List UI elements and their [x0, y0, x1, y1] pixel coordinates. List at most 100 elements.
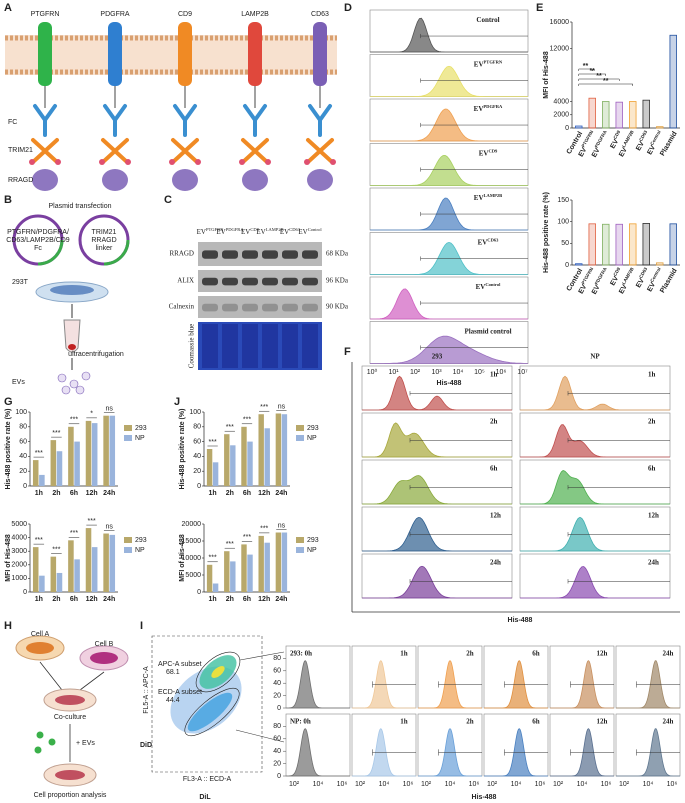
bar: [275, 413, 282, 486]
label: 1h: [35, 490, 43, 497]
label: MFI of His-488: [5, 534, 12, 582]
label: 1000: [11, 575, 27, 582]
bar: [91, 423, 98, 486]
label: 10⁶: [535, 781, 546, 788]
label: CD63: [311, 11, 329, 18]
legend-swatch: [296, 537, 304, 543]
label-base: Control: [476, 16, 499, 24]
label: ***: [243, 534, 251, 541]
bar: [629, 101, 637, 129]
label: 0: [197, 589, 201, 596]
label: 10²: [619, 781, 630, 788]
label: FL3-A :: ECD-A: [183, 776, 232, 783]
label-base: EV: [474, 105, 484, 113]
legend-swatch: [296, 425, 304, 431]
label: FC: [8, 119, 17, 126]
label: ***: [260, 404, 268, 411]
label: 10³: [431, 369, 442, 376]
band: [282, 277, 298, 286]
bar: [74, 441, 80, 486]
label: 80: [19, 424, 27, 431]
rragd: [172, 169, 198, 191]
label: His-488 positive rate (%): [543, 192, 550, 273]
bar: [575, 263, 583, 266]
membrane-protein: [248, 22, 262, 86]
label: 1h: [209, 490, 217, 497]
band: [282, 303, 298, 312]
label-base: EV: [478, 238, 488, 246]
band: [202, 303, 218, 312]
label: 10⁴: [453, 369, 464, 376]
histogram-label: EVPTGFRN: [474, 59, 503, 68]
label: EVs: [12, 379, 25, 386]
label-base: EV: [635, 277, 646, 289]
rragd: [32, 169, 58, 191]
label: 40: [273, 748, 281, 755]
label: 40: [273, 680, 281, 687]
label: NP: [307, 435, 317, 442]
label: E: [536, 2, 543, 14]
label: RRAGD: [91, 237, 116, 244]
histogram-curve: [362, 422, 512, 458]
label: D: [344, 2, 352, 14]
bar: [247, 441, 253, 486]
x-tick-label: EVCD63: [633, 129, 652, 152]
bar: [103, 415, 109, 486]
bar: [206, 564, 213, 592]
label: RRAGD: [8, 177, 33, 184]
label: 10⁶: [601, 781, 612, 788]
blot: [198, 296, 322, 318]
label-base: EV: [197, 228, 206, 236]
lane-label: EVLAMP2B: [256, 227, 283, 236]
label: FL5-A :: APC-A: [143, 666, 150, 714]
bar: [32, 547, 39, 592]
label: 2000: [553, 112, 569, 119]
bar: [669, 223, 677, 266]
label: 24h: [648, 559, 659, 567]
label: 12h: [597, 718, 608, 726]
bar: [85, 420, 92, 486]
label: 60: [273, 668, 281, 675]
histogram-label: EVControl: [476, 282, 502, 291]
label: LAMP2B: [241, 11, 269, 18]
bar: [85, 528, 92, 592]
label-base: EV: [298, 228, 307, 236]
histogram-curve: [550, 660, 614, 709]
label: MFI of His-488: [543, 51, 550, 99]
label: 20: [273, 760, 281, 767]
trim21-end: [330, 159, 336, 165]
label: 1h: [400, 718, 408, 726]
histogram-curve: [370, 17, 528, 53]
blot: [198, 270, 322, 292]
ev: [48, 738, 56, 746]
coomassie-lane: [282, 324, 298, 368]
label: **: [596, 73, 602, 80]
label-sup: CD9: [612, 266, 621, 277]
label: J: [174, 396, 180, 408]
histogram-curve: [520, 516, 670, 552]
vesicle: [81, 371, 91, 381]
label: PTGFRN/PDGFRA/: [7, 229, 69, 236]
label: 10000: [182, 555, 202, 562]
bar: [281, 414, 288, 486]
vesicle: [57, 373, 67, 383]
label: 100: [557, 219, 569, 226]
label: DiL: [199, 794, 211, 801]
band: [202, 250, 218, 259]
flow-frame: [151, 635, 263, 773]
bar: [241, 544, 247, 592]
rragd: [102, 169, 128, 191]
label: 10⁷: [517, 369, 528, 376]
label: 10⁰: [367, 368, 378, 376]
label: C: [164, 194, 172, 206]
trim21-end: [99, 159, 105, 165]
bar: [56, 451, 63, 486]
label-sup: CD63: [638, 129, 648, 142]
label-base: EV: [646, 144, 657, 156]
label: NP: [135, 435, 145, 442]
label: NP: [590, 353, 600, 361]
band: [302, 303, 318, 312]
label: 24h: [103, 490, 115, 497]
label: 1h: [648, 371, 656, 379]
label: 6h: [532, 650, 540, 658]
